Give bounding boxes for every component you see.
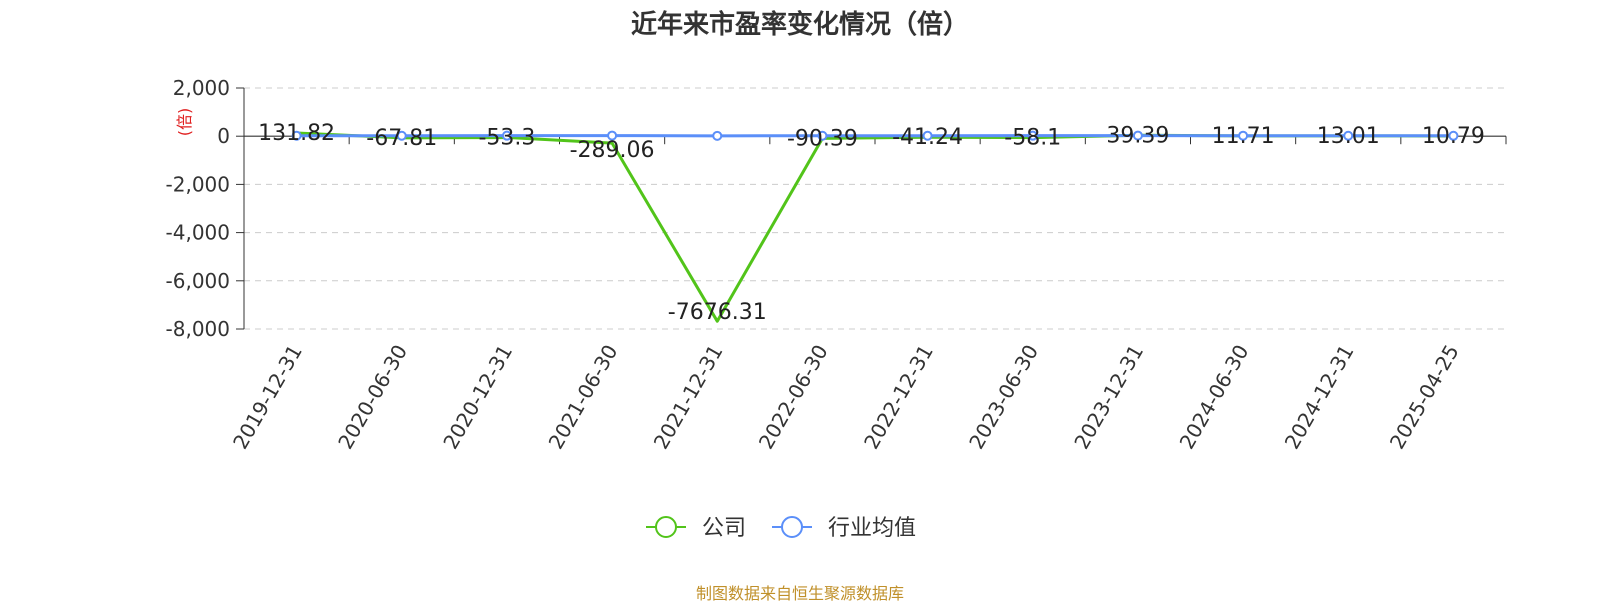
y-tick-label: 2,000 <box>173 76 230 100</box>
data-label-company: -7676.31 <box>668 300 767 325</box>
y-tick-label: -4,000 <box>166 221 230 245</box>
data-label-company: -58.1 <box>1004 126 1061 151</box>
data-label-company: -53.3 <box>478 125 535 150</box>
x-tick-label: 2024-12-31 <box>1280 341 1359 454</box>
data-label-company: 39.39 <box>1106 123 1169 148</box>
x-tick-label: 2021-12-31 <box>649 341 728 454</box>
y-axis-label: (倍) <box>175 108 194 137</box>
data-label-company: -67.81 <box>366 126 437 151</box>
data-label-company: -41.24 <box>892 125 963 150</box>
x-tick-label: 2020-06-30 <box>333 341 412 454</box>
x-tick-label: 2025-04-25 <box>1385 341 1464 454</box>
data-label-company: 13.01 <box>1317 124 1380 149</box>
x-tick-label: 2019-12-31 <box>228 341 307 454</box>
y-tick-label: 0 <box>217 124 230 148</box>
y-tick-label: -8,000 <box>166 317 230 341</box>
series-company-line <box>297 133 1454 321</box>
legend-company-marker <box>656 517 676 537</box>
data-label-company: 131.82 <box>258 121 335 146</box>
legend-company-label: 公司 <box>702 516 746 541</box>
data-label-company: -289.06 <box>570 138 655 163</box>
data-label-company: 11.71 <box>1212 124 1275 149</box>
y-tick-label: -6,000 <box>166 269 230 293</box>
source-footer: 制图数据来自恒生聚源数据库 <box>0 580 1600 604</box>
x-tick-label: 2022-12-31 <box>859 340 938 453</box>
data-label-company: 10.79 <box>1422 124 1485 149</box>
x-tick-label: 2024-06-30 <box>1175 341 1254 454</box>
y-tick-label: -2,000 <box>166 172 230 196</box>
x-tick-label: 2020-12-31 <box>438 341 517 454</box>
x-tick-label: 2022-06-30 <box>754 341 833 454</box>
data-point-industry-avg <box>713 132 721 140</box>
legend-industry-avg-label: 行业均值 <box>828 516 916 541</box>
x-tick-label: 2021-06-30 <box>544 341 623 454</box>
data-label-company: -90.39 <box>787 126 858 151</box>
legend-industry-avg-marker <box>782 517 802 537</box>
x-tick-label: 2023-12-31 <box>1069 341 1148 454</box>
x-tick-label: 2023-06-30 <box>964 341 1043 454</box>
